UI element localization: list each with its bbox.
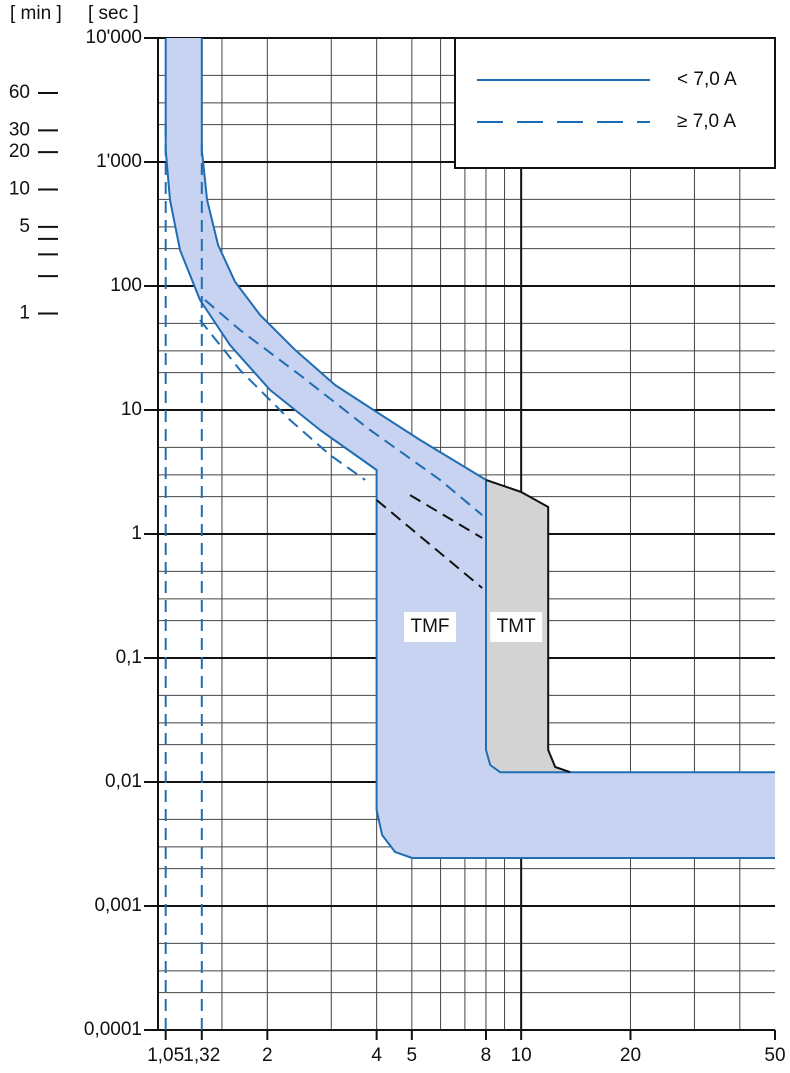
y-tick-label: 0,01 <box>105 771 142 792</box>
curve <box>375 499 483 589</box>
annotation: TMT <box>497 616 536 637</box>
minute-axis-label: [ min ] <box>10 3 62 24</box>
y-tick-label: 100 <box>110 275 142 296</box>
tmf-band <box>165 38 775 858</box>
curve <box>485 478 571 774</box>
y-tick-label: 10 <box>121 399 142 420</box>
annotation: TMF <box>410 616 449 637</box>
legend-label: < 7,0 A <box>677 69 737 90</box>
y-tick-label: 1'000 <box>96 151 142 172</box>
x-tick-label: 20 <box>620 1045 641 1066</box>
curve <box>200 38 775 774</box>
x-tick-label: 8 <box>481 1045 492 1066</box>
x-tick-label: 10 <box>511 1045 532 1066</box>
x-tick-label: 2 <box>262 1045 273 1066</box>
annotation-bg <box>403 611 456 642</box>
x-tick-label: 1,05 <box>147 1045 184 1066</box>
x-tick-label: 5 <box>407 1045 418 1066</box>
curve <box>199 319 366 481</box>
minute-tick-label: 20 <box>9 141 30 162</box>
curve <box>409 494 483 539</box>
y-tick-label: 1 <box>131 523 142 544</box>
minute-tick-label: 5 <box>19 216 30 237</box>
x-tick-label: 4 <box>371 1045 382 1066</box>
x-tick-label: 1,32 <box>183 1045 220 1066</box>
y-tick-label: 0,0001 <box>84 1019 142 1040</box>
minute-tick-label: 1 <box>19 303 30 324</box>
curve <box>204 299 483 516</box>
y-axis-label: [ sec ] <box>88 3 139 24</box>
curve <box>164 38 775 859</box>
annotation-bg <box>490 611 543 642</box>
y-tick-label: 0,1 <box>116 647 142 668</box>
legend-box <box>454 37 776 169</box>
y-tick-label: 10'000 <box>86 27 142 48</box>
x-tick-label: 50 <box>764 1045 785 1066</box>
minute-tick-label: 10 <box>9 179 30 200</box>
minute-tick-label: 30 <box>9 119 30 140</box>
y-tick-label: 0,001 <box>94 895 142 916</box>
legend-label: ≥ 7,0 A <box>677 111 736 132</box>
minute-tick-label: 60 <box>9 82 30 103</box>
